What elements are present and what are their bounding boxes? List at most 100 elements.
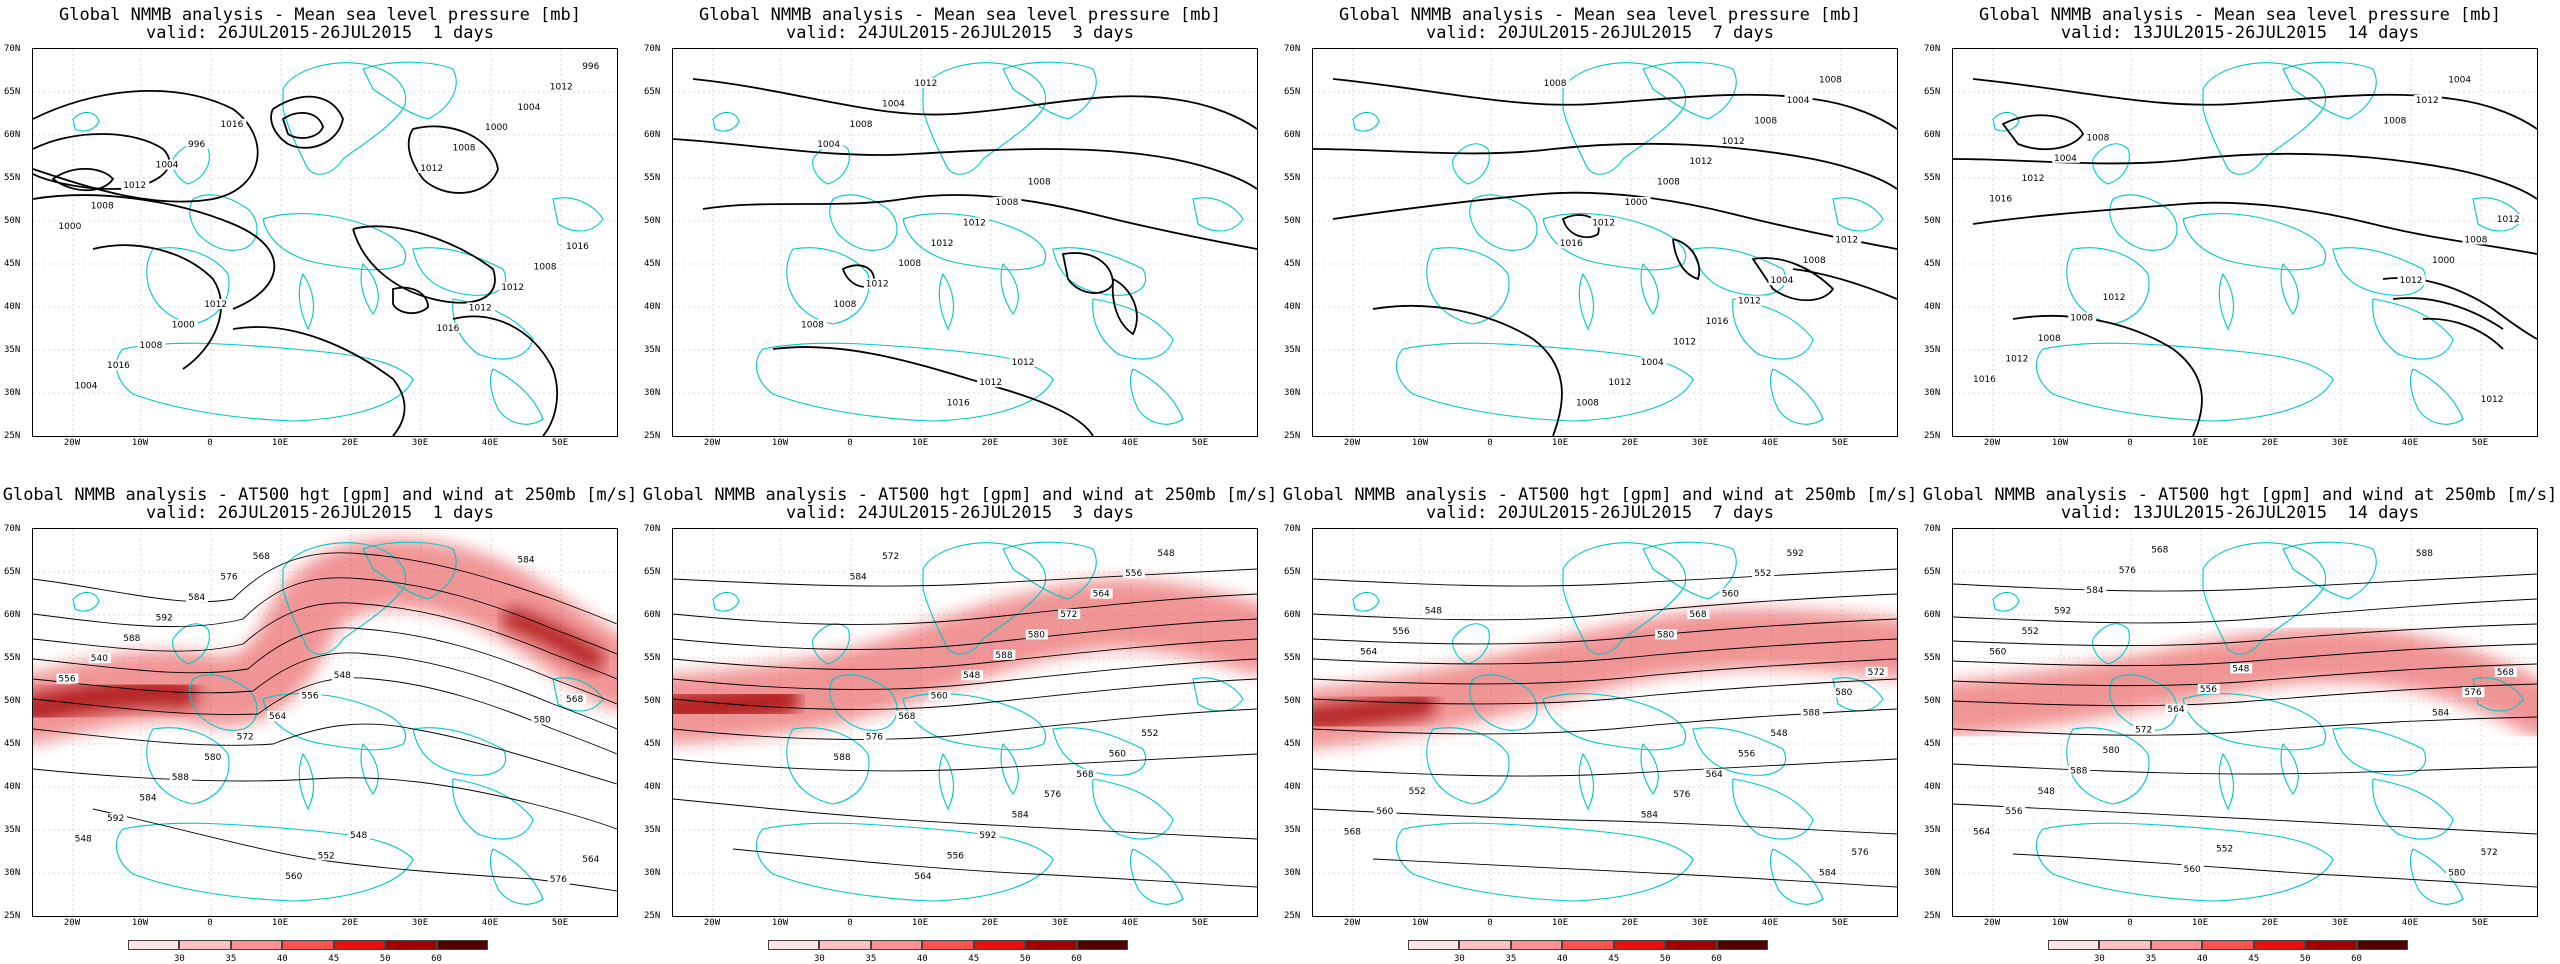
latitude-label: 60N bbox=[644, 610, 661, 620]
coastline bbox=[902, 693, 1046, 751]
longitude-label: 20W bbox=[703, 918, 721, 928]
colorbar-swatch bbox=[2099, 940, 2151, 950]
contour-label-bg bbox=[961, 217, 989, 228]
contour-label-bg bbox=[56, 673, 79, 684]
contour-label-bg bbox=[896, 711, 919, 721]
colorbar-swatch bbox=[870, 940, 923, 950]
contour-label: 564 bbox=[1093, 590, 1110, 600]
coastline bbox=[1452, 623, 1490, 665]
coastline bbox=[712, 111, 740, 132]
contour-label-bg bbox=[928, 690, 951, 701]
contour-label: 1004 bbox=[882, 99, 905, 109]
contour-label-bg bbox=[1817, 74, 1845, 85]
colorbar-swatch bbox=[1665, 940, 1717, 950]
contour-label-bg bbox=[2116, 564, 2139, 575]
coastline bbox=[2280, 262, 2299, 315]
contour-label-bg bbox=[1155, 547, 1178, 558]
map-area: 1012 1008 1008 1004 1008 1012 1012 1016 1016 1012… bbox=[1952, 48, 2538, 437]
colorbar-label: 50 bbox=[379, 954, 391, 964]
contour-label-bg bbox=[928, 237, 957, 248]
isobar bbox=[33, 133, 171, 190]
coastline bbox=[2202, 62, 2327, 175]
contour-label: 584 bbox=[517, 556, 534, 566]
map-area: 548 552 556 560 564 568 572 576 580 584 588 592 548 5… bbox=[1312, 528, 1898, 917]
latitude-label: 65N bbox=[4, 567, 21, 577]
longitude-label: 20W bbox=[1983, 918, 2001, 928]
isobar bbox=[1672, 238, 1701, 281]
colorbar-swatch bbox=[2305, 940, 2357, 950]
contour-label: 1012 bbox=[979, 378, 1002, 388]
contour-label: 580 bbox=[1657, 630, 1674, 640]
contour-label-bg bbox=[2413, 95, 2442, 105]
panel-title: Global NMMB analysis - Mean sea level pr… bbox=[59, 5, 581, 25]
latitude-label: 45N bbox=[1924, 739, 1941, 749]
contour-label-bg bbox=[418, 163, 447, 173]
coastline bbox=[938, 752, 954, 811]
coastline bbox=[1692, 727, 1786, 776]
contour-label-bg bbox=[88, 653, 111, 664]
contour-label: 1012 bbox=[963, 218, 986, 228]
coastline bbox=[1395, 342, 1694, 422]
height-contour bbox=[33, 602, 617, 680]
isobar bbox=[1332, 191, 1897, 250]
isobar bbox=[232, 326, 406, 436]
coastline bbox=[2332, 247, 2426, 296]
coastline bbox=[1542, 693, 1686, 751]
coastline bbox=[829, 194, 898, 251]
contour-label-bg bbox=[1671, 336, 1700, 347]
contour-label-bg bbox=[2068, 312, 2097, 323]
latitude-label: 50N bbox=[4, 696, 21, 706]
map-canvas: 548 552 556 560 564 568 572 576 580 584 588 592 548 5… bbox=[673, 529, 1257, 916]
isobar bbox=[2392, 297, 2504, 330]
contour-label: 1012 bbox=[2497, 215, 2520, 225]
contour-label-bg bbox=[105, 360, 133, 371]
contour-label-bg bbox=[1638, 809, 1661, 820]
contour-label-bg bbox=[1341, 826, 1364, 837]
coastline bbox=[1192, 677, 1244, 712]
contour-label: 552 bbox=[2216, 845, 2233, 855]
coastline bbox=[552, 677, 604, 712]
contour-label: 584 bbox=[2086, 586, 2103, 596]
longitude-label: 10E bbox=[271, 438, 289, 448]
contour-label: 580 bbox=[1835, 688, 1852, 698]
latitude-label: 50N bbox=[1284, 216, 1301, 226]
coastline bbox=[189, 194, 258, 251]
latitude-label: 40N bbox=[1284, 782, 1301, 792]
contour-label: 1012 bbox=[469, 303, 492, 313]
coastline bbox=[360, 262, 379, 315]
contour-label: 568 bbox=[2151, 545, 2168, 555]
coastline bbox=[489, 368, 544, 425]
contour-label-bg bbox=[1009, 809, 1032, 820]
map-canvas: 548 548 552 556 560 564 568 572 576 580 584 588 592 5… bbox=[33, 529, 617, 916]
contour-label: 1008 bbox=[1576, 399, 1599, 409]
mslp-panel: Global NMMB analysis - Mean sea level pr… bbox=[1280, 0, 1920, 480]
map-canvas: 1016 1012 996 1000 1004 1008 1012 1016 1008 1004 1… bbox=[33, 49, 617, 436]
coastline bbox=[1092, 298, 1174, 360]
panel-title: Global NMMB analysis - Mean sea level pr… bbox=[1339, 5, 1861, 25]
height-contour bbox=[1313, 638, 1897, 665]
height-contour bbox=[673, 568, 1257, 587]
contour-label: 560 bbox=[2184, 865, 2201, 875]
contour-label: 1008 bbox=[2383, 116, 2406, 126]
isobar bbox=[407, 125, 499, 194]
coastline bbox=[2066, 727, 2150, 805]
longitude-label: 40E bbox=[2401, 438, 2419, 448]
contour-label: 1008 bbox=[850, 120, 873, 130]
contour-label-bg bbox=[799, 319, 827, 330]
contour-label: 1012 bbox=[931, 239, 954, 249]
coastline bbox=[922, 62, 1047, 175]
latitude-label: 25N bbox=[4, 911, 21, 921]
contour-label-bg bbox=[2035, 333, 2064, 343]
longitude-label: 30E bbox=[1691, 438, 1709, 448]
latitude-label: 50N bbox=[1924, 216, 1941, 226]
longitude-label: 10E bbox=[2191, 438, 2209, 448]
latitude-label: 60N bbox=[1924, 130, 1941, 140]
colorbar-swatch bbox=[2356, 940, 2408, 950]
latitude-label: 65N bbox=[1284, 87, 1301, 97]
contour-label: 564 bbox=[914, 872, 931, 882]
isobar bbox=[1792, 268, 1897, 300]
jet-stream-shading bbox=[502, 608, 604, 670]
latitude-label: 55N bbox=[4, 653, 21, 663]
latitude-label: 25N bbox=[644, 431, 661, 441]
longitude-label: 30E bbox=[2331, 918, 2349, 928]
